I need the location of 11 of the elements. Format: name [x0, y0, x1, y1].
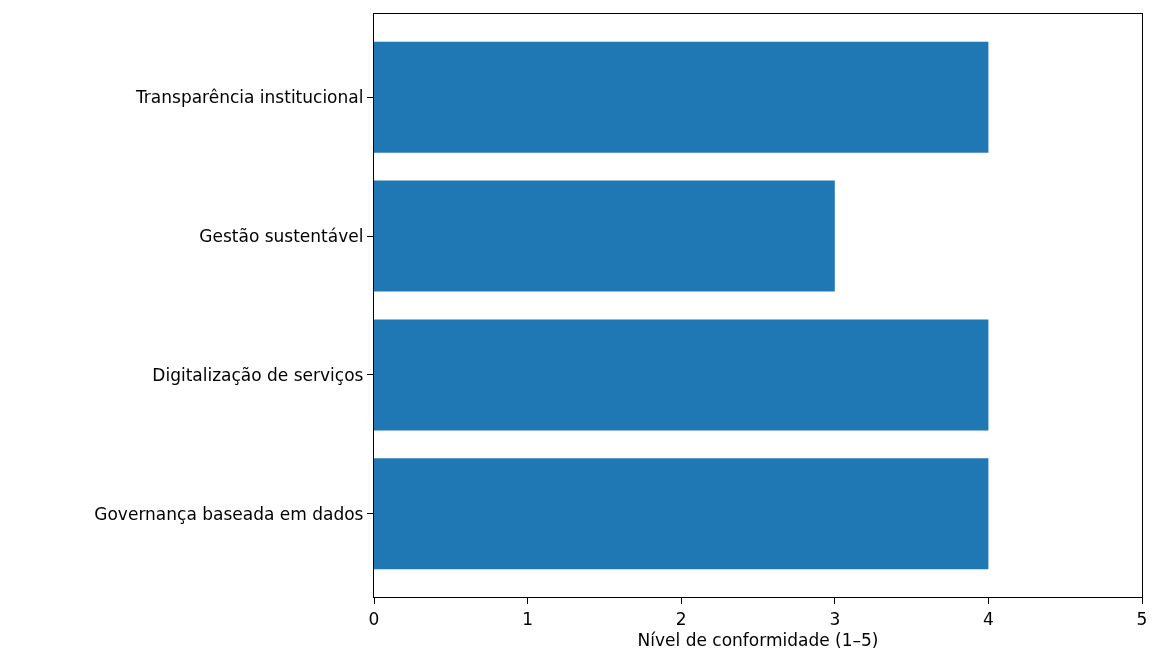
y-tick-label: Digitalização de serviços	[152, 364, 364, 385]
x-tick-label: 5	[1136, 608, 1148, 629]
x-tick-label: 3	[829, 608, 841, 629]
y-tick-label: Gestão sustentável	[199, 226, 364, 247]
y-tick-label: Governança baseada em dados	[94, 503, 364, 524]
x-tick-label: 0	[368, 608, 380, 629]
x-tick-label: 2	[675, 608, 687, 629]
x-tick-label: 4	[982, 608, 994, 629]
x-axis-title: Nível de conformidade (1–5)	[637, 629, 879, 650]
y-tick-label: Transparência institucional	[135, 87, 364, 108]
x-tick-label: 1	[522, 608, 534, 629]
